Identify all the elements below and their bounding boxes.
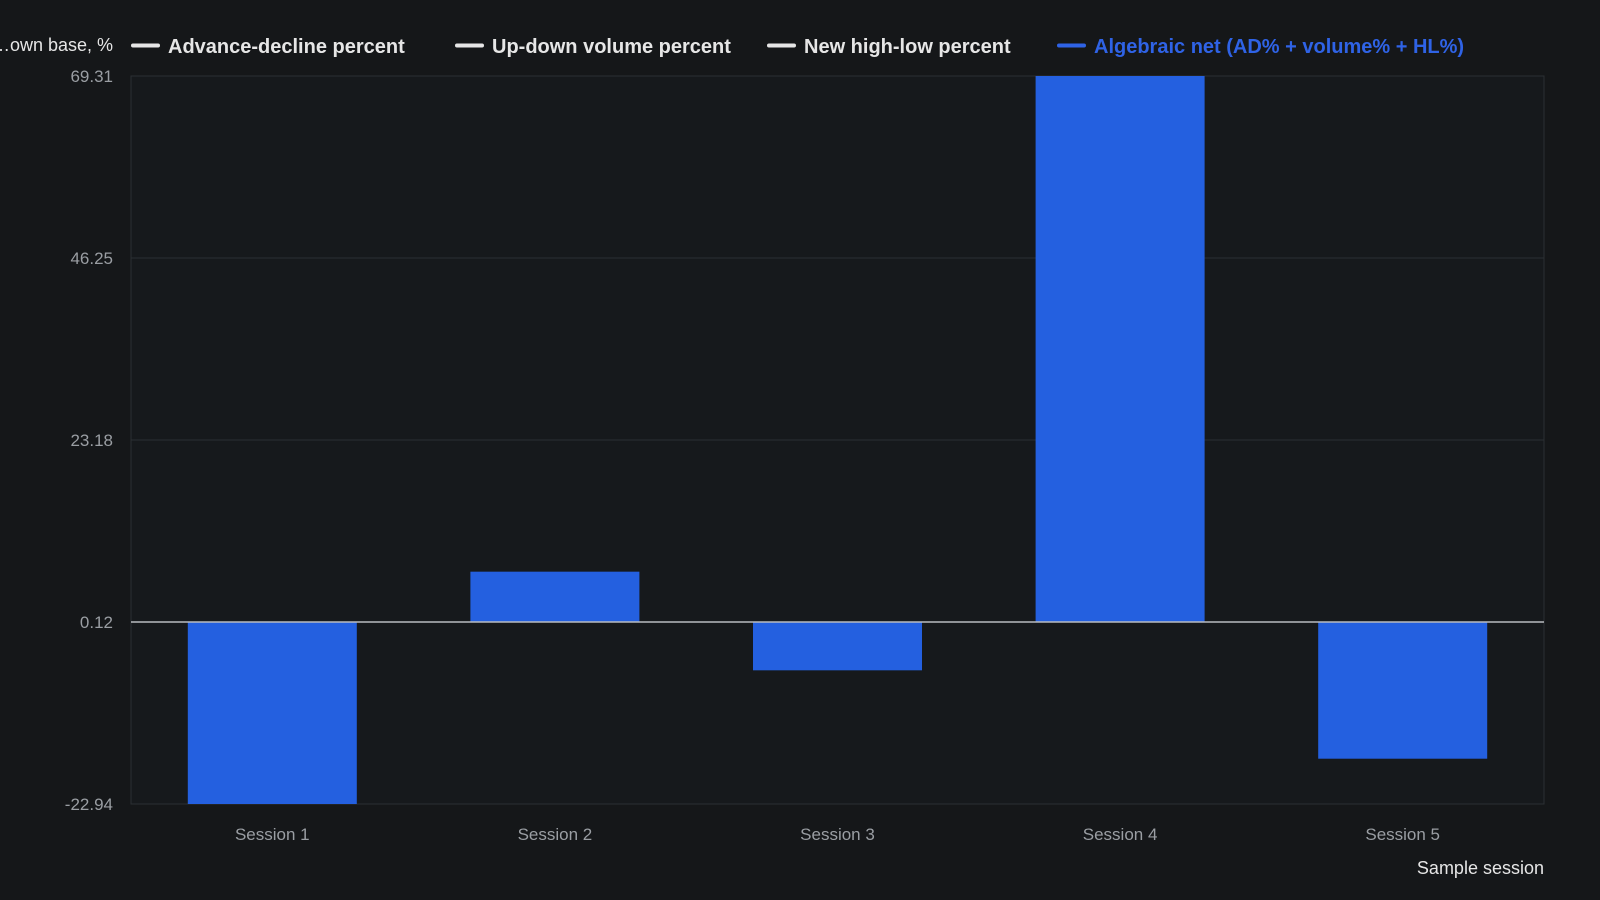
legend-swatch bbox=[1057, 43, 1086, 48]
bar-3 bbox=[753, 622, 922, 671]
bar-5 bbox=[1318, 622, 1488, 759]
x-tick-label: Session 5 bbox=[1365, 825, 1440, 844]
gridlines bbox=[131, 257, 1544, 441]
x-tick-label: Session 3 bbox=[800, 825, 875, 844]
bar-1 bbox=[187, 622, 357, 804]
y-tick-label: 69.31 bbox=[70, 67, 113, 86]
y-tick-label: -22.94 bbox=[65, 795, 113, 814]
legend-label: Up-down volume percent bbox=[492, 36, 731, 58]
x-tick-label: Session 2 bbox=[518, 825, 593, 844]
x-tick-label: Session 4 bbox=[1083, 825, 1158, 844]
y-tick-label: 23.18 bbox=[70, 431, 113, 450]
bar-4 bbox=[1035, 76, 1205, 623]
legend-label: Advance-decline percent bbox=[168, 36, 405, 58]
legend-item[interactable]: Advance-decline percent bbox=[131, 36, 405, 58]
y-tick-label: 46.25 bbox=[70, 249, 113, 268]
legend-label: Algebraic net (AD% + volume% + HL%) bbox=[1094, 36, 1464, 58]
y-tick-labels: 69.31 46.25 23.18 0.12 -22.94 bbox=[65, 67, 113, 814]
legend-item[interactable]: New high-low percent bbox=[767, 36, 1011, 58]
legend-item[interactable]: Up-down volume percent bbox=[455, 36, 731, 58]
legend-swatch bbox=[131, 43, 160, 48]
y-tick-label: 0.12 bbox=[80, 613, 113, 632]
y-axis-title: …own base, % bbox=[0, 35, 113, 55]
legend-swatch bbox=[767, 43, 796, 48]
legend: Advance-decline percent Up-down volume pe… bbox=[131, 36, 1464, 58]
bars bbox=[187, 76, 1488, 804]
x-tick-labels: Session 1 Session 2 Session 3 Session 4 Sess… bbox=[235, 825, 1440, 844]
bar-2 bbox=[470, 571, 640, 623]
x-tick-label: Session 1 bbox=[235, 825, 310, 844]
legend-label: New high-low percent bbox=[804, 36, 1011, 58]
legend-swatch bbox=[455, 43, 484, 48]
x-axis-title: Sample session bbox=[1417, 858, 1544, 878]
legend-item[interactable]: Algebraic net (AD% + volume% + HL%) bbox=[1057, 36, 1464, 58]
